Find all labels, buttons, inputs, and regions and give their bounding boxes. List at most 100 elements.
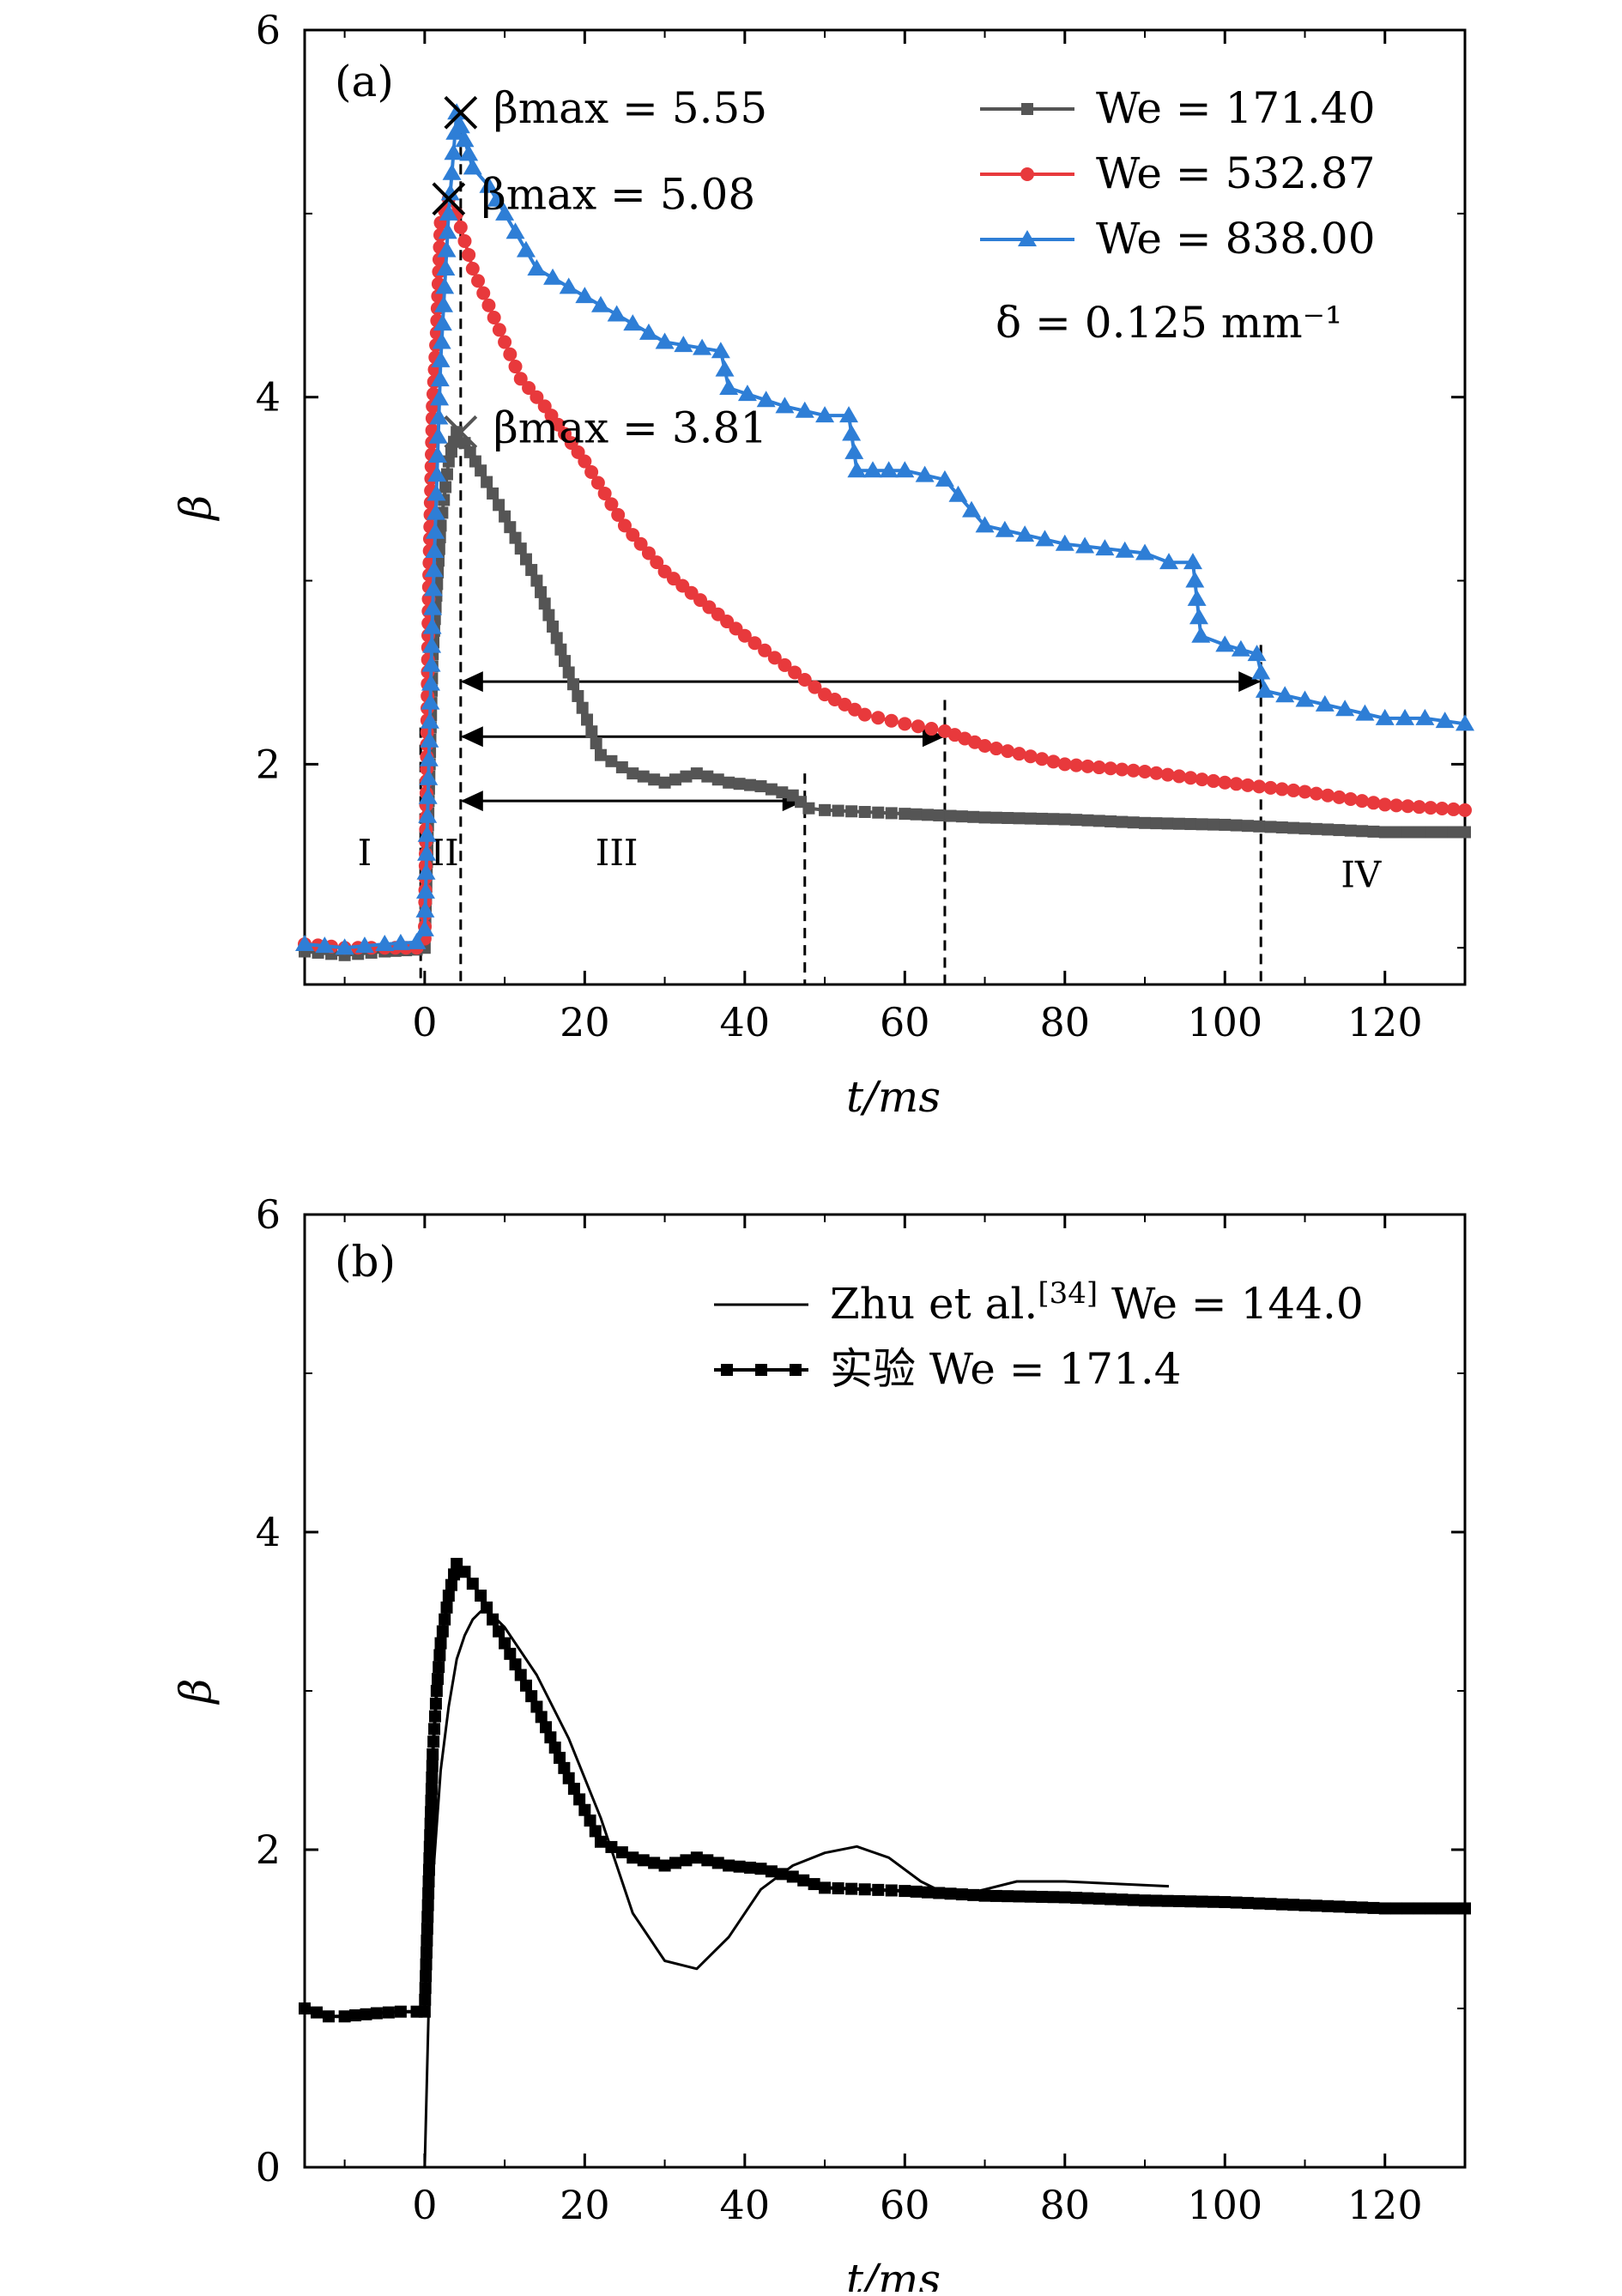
- data-point: [1435, 802, 1450, 816]
- data-point: [418, 787, 438, 804]
- data-point: [1116, 815, 1129, 828]
- data-point: [911, 719, 925, 734]
- data-point: [1413, 1902, 1425, 1915]
- data-point: [465, 262, 480, 276]
- data-point: [921, 1886, 934, 1899]
- data-point: [1020, 167, 1034, 181]
- data-point: [604, 497, 619, 512]
- data-point: [747, 636, 762, 651]
- data-point: [1001, 744, 1015, 759]
- data-point: [1436, 826, 1449, 839]
- data-point: [1377, 797, 1392, 812]
- data-point: [1275, 821, 1288, 834]
- series-2: [295, 103, 1474, 955]
- data-point: [419, 1982, 432, 1995]
- data-point: [1206, 773, 1220, 788]
- data-point: [513, 372, 528, 386]
- data-point: [504, 521, 517, 534]
- data-point: [1240, 778, 1255, 792]
- data-point: [1036, 1890, 1049, 1903]
- data-point: [1356, 1901, 1369, 1914]
- data-point: [554, 1751, 566, 1764]
- data-point: [1412, 800, 1426, 815]
- data-point: [1138, 764, 1153, 778]
- data-point: [451, 117, 470, 134]
- data-point: [935, 469, 954, 487]
- data-point: [1055, 534, 1074, 551]
- data-point: [435, 277, 455, 294]
- data-point: [554, 643, 567, 656]
- data-point: [655, 332, 675, 349]
- data-point: [1309, 786, 1323, 801]
- data-point: [1104, 761, 1118, 776]
- data-point: [1295, 690, 1315, 707]
- data-point: [1080, 759, 1095, 773]
- data-point: [509, 531, 522, 544]
- data-point: [440, 468, 453, 481]
- series-line: [304, 1562, 1465, 2019]
- data-point: [421, 655, 441, 672]
- x-axis-title: t/ms: [846, 2255, 941, 2292]
- data-point: [417, 825, 437, 842]
- data-point: [1150, 1894, 1163, 1907]
- data-point: [594, 1835, 607, 1848]
- data-point: [589, 1825, 602, 1838]
- data-point: [1321, 788, 1335, 803]
- data-point: [737, 385, 757, 402]
- data-point: [857, 707, 872, 722]
- data-point: [1115, 541, 1135, 558]
- data-point: [1105, 815, 1117, 827]
- data-point: [417, 844, 437, 861]
- data-point: [430, 370, 450, 387]
- data-point: [429, 1697, 442, 1710]
- data-point: [542, 609, 555, 621]
- data-point: [419, 1993, 432, 2006]
- data-point: [1081, 814, 1094, 827]
- data-point: [503, 347, 517, 361]
- data-point: [439, 1613, 451, 1626]
- data-point: [479, 176, 499, 193]
- x-tick-label: 20: [560, 2182, 610, 2228]
- y-tick-label: 6: [256, 1191, 281, 1238]
- peak-marker: [432, 182, 466, 216]
- panel-b: 0 20 40 60 80 100 120 0 2 4 6 t/ms β Zhu et al.[34] W…: [171, 1191, 1471, 2296]
- data-point: [433, 314, 452, 331]
- data-point: [427, 484, 446, 501]
- x-tick-label: 120: [1347, 2182, 1423, 2228]
- data-point: [1013, 1890, 1026, 1903]
- region-label: III: [596, 832, 639, 874]
- data-point: [845, 805, 858, 818]
- data-point: [322, 2010, 335, 2023]
- data-point: [1231, 639, 1250, 657]
- data-point: [819, 803, 832, 816]
- data-point: [765, 1865, 778, 1878]
- data-point: [1229, 777, 1244, 791]
- data-point: [839, 406, 859, 423]
- data-point: [978, 1889, 991, 1902]
- data-point: [1287, 821, 1300, 834]
- data-point: [426, 1771, 439, 1784]
- data-point: [1315, 694, 1335, 712]
- data-point: [1343, 792, 1358, 807]
- data-point: [1255, 681, 1274, 698]
- x-tick-label: 120: [1347, 999, 1423, 1045]
- data-point: [457, 233, 472, 248]
- data-point: [1252, 779, 1267, 794]
- data-point: [701, 1854, 714, 1867]
- data-point: [899, 808, 911, 821]
- data-point: [1058, 1891, 1071, 1904]
- data-point: [1459, 1902, 1471, 1915]
- data-point: [1332, 790, 1347, 804]
- legend-entry-suffix: We = 144.0: [1098, 1279, 1364, 1329]
- y-axis-title: β: [171, 1679, 221, 1705]
- data-point: [955, 810, 968, 823]
- data-point: [1013, 812, 1026, 825]
- data-point: [737, 628, 752, 643]
- data-point: [842, 424, 862, 441]
- data-point: [436, 1625, 449, 1638]
- data-point: [719, 379, 739, 395]
- data-point: [1310, 1899, 1322, 1912]
- data-point: [744, 1861, 757, 1874]
- data-point: [790, 1364, 802, 1376]
- data-point: [462, 247, 476, 262]
